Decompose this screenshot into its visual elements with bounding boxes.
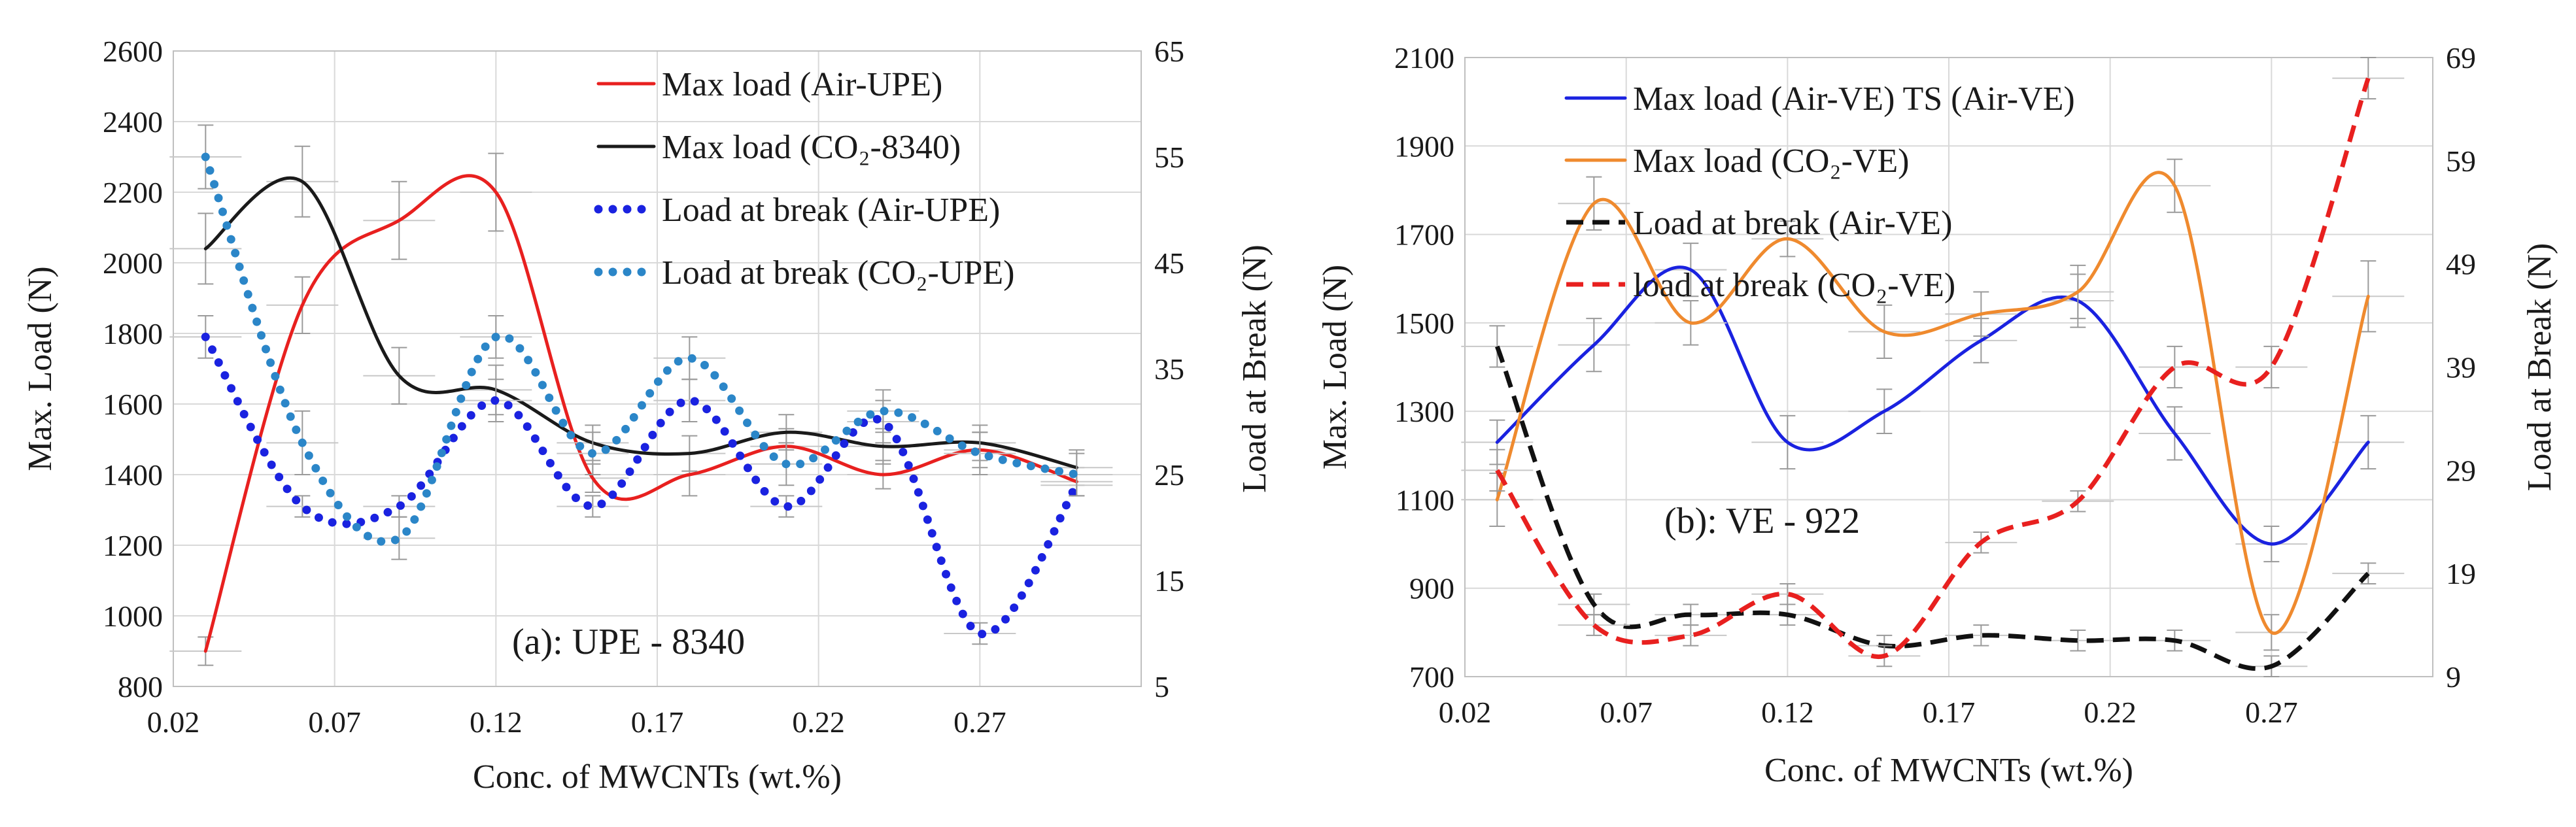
y-tick-label: 1700 [1394,218,1454,252]
y2-tick-label: 35 [1154,352,1184,386]
y2-tick-label: 55 [1154,141,1184,174]
x-tick-label: 0.07 [1600,696,1653,729]
x-tick-label: 0.22 [2084,696,2137,729]
y-tick-label: 1500 [1394,307,1454,340]
y2-tick-label: 29 [2446,454,2476,487]
series-2 [1461,158,2405,651]
y2-tick-label: 19 [2446,557,2476,590]
y-tick-label: 1100 [1396,483,1454,516]
x-tick-label: 0.17 [631,705,684,739]
x-tick-label: 0.12 [470,705,523,739]
series-line [1495,265,2370,546]
y-tick-label: 700 [1409,660,1454,694]
y-tick-label: 1300 [1394,395,1454,428]
y2-axis-title: Load at Break (N) [2521,243,2558,492]
x-tick-label: 0.02 [147,705,200,739]
panel-b: 700 900 1100 1300 1500 1700 1900 2100 9 19 29 39 49 5… [1316,41,2558,789]
plot-frame [173,50,1142,687]
plot-frame [1464,57,2433,677]
y2-tick-label: 39 [2446,351,2476,384]
panel-annotation: (a): UPE - 8340 [512,622,745,662]
legend-label: load at break (CO₂-VE) [1633,267,1955,304]
y2-tick-label: 65 [1154,35,1184,68]
y2-tick-label: 15 [1154,564,1184,598]
y2-tick-label: 25 [1154,458,1184,492]
series-4 [169,124,1113,560]
y-tick-label: 2000 [103,246,163,280]
legend: Max load (Air-VE) TS (Air-VE) Max load (C… [1564,80,2075,304]
series-line [1495,345,2370,671]
y-tick-label: 1800 [103,317,163,350]
series-line [201,152,1081,547]
y-tick-label: 1600 [103,388,163,421]
y2-tick-label: 9 [2446,660,2461,694]
x-tick-label: 0.27 [953,705,1006,739]
y2-axis-title: Load at Break (N) [1236,245,1273,493]
y2-tick-label: 5 [1154,670,1169,703]
series-line [1495,171,2370,635]
panel-annotation: (b): VE - 922 [1664,501,1860,541]
y-tick-label: 2200 [103,176,163,209]
legend-label: Max load (Air-VE) TS (Air-VE) [1633,80,2075,118]
y-tick-label: 2100 [1394,41,1454,75]
series-line [203,176,1078,469]
series-line [201,332,1081,639]
y-tick-label: 800 [118,670,163,703]
panel-a: 800 1000 1200 1400 1600 1800 2000 2200 2400 2600 5… [22,35,1273,796]
legend-label: Load at break (CO₂-UPE) [662,254,1014,292]
y-axis-title: Max. Load (N) [1316,265,1354,469]
y2-tick-label: 45 [1154,246,1184,280]
y-tick-label: 1900 [1394,129,1454,163]
y-axis-title: Max. Load (N) [22,266,59,471]
x-tick-label: 0.02 [1439,696,1492,729]
legend-label: Load at break (Air-UPE) [662,192,1000,229]
y2-tick-label: 69 [2446,41,2476,75]
legend-label: Load at break (Air-VE) [1633,205,1952,242]
y-tick-label: 2400 [103,105,163,139]
legend-label: Max load (CO₂-VE) [1633,143,1909,180]
y-tick-label: 1200 [103,529,163,562]
x-tick-label: 0.22 [792,705,845,739]
x-tick-label: 0.17 [1923,696,1976,729]
series-2 [169,145,1113,486]
x-axis-title: Conc. of MWCNTs (wt.%) [1764,752,2133,789]
y2-tick-label: 59 [2446,144,2476,178]
legend-label: Max load (CO₂-8340) [662,129,961,166]
x-tick-label: 0.07 [308,705,361,739]
series-3 [1461,325,2405,677]
x-axis-title: Conc. of MWCNTs (wt.%) [473,758,842,796]
y-tick-label: 1400 [103,458,163,492]
legend: Max load (Air-UPE) Max load (CO₂-8340) Loa… [594,66,1014,292]
y-tick-label: 2600 [103,35,163,68]
legend-label: Max load (Air-UPE) [662,66,942,103]
y2-tick-label: 49 [2446,248,2476,281]
y-tick-label: 900 [1409,572,1454,605]
series-line [1495,77,2371,660]
series-4 [1461,57,2405,667]
x-tick-label: 0.27 [2245,696,2298,729]
y-tick-label: 1000 [103,599,163,633]
x-tick-label: 0.12 [1761,696,1814,729]
